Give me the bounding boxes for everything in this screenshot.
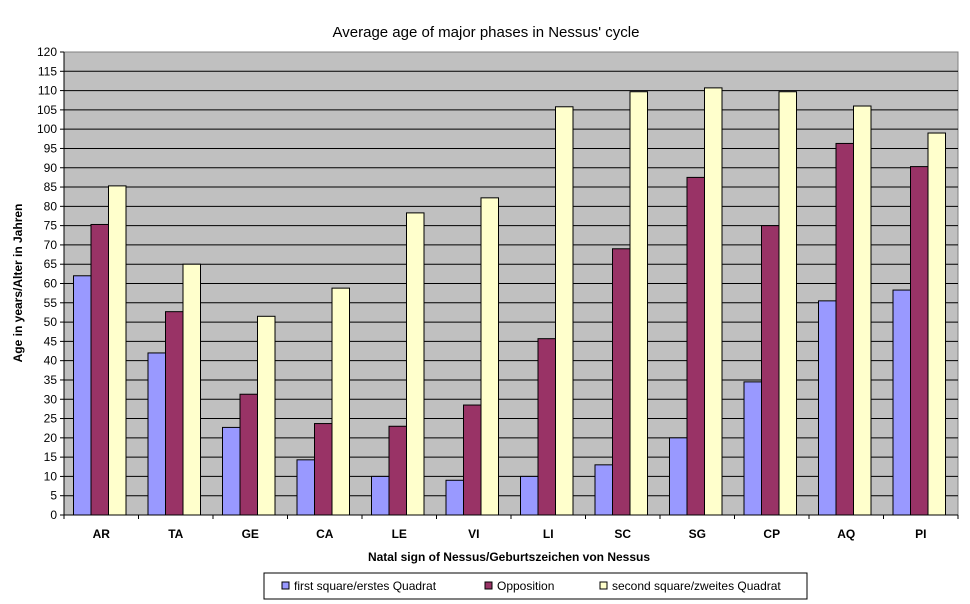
y-tick-label: 40 <box>44 354 58 368</box>
y-tick-label: 95 <box>44 141 58 155</box>
x-tick-label-ar: AR <box>93 527 111 541</box>
bar-ca-series-1 <box>296 459 315 516</box>
bar-ge-series-1 <box>222 426 241 516</box>
y-axis-label: Age in years/Alter in Jahren <box>11 204 25 363</box>
x-axis-ticks: AR TA GE CA LE VI LI SC SG CP AQ PI <box>63 515 959 541</box>
x-tick-label-sg: SG <box>689 527 706 541</box>
y-tick-label: 75 <box>44 219 58 233</box>
bar-le-series-3 <box>406 212 425 516</box>
legend-swatch-3 <box>599 581 608 590</box>
y-tick-label: 115 <box>38 64 57 78</box>
y-tick-label: 120 <box>37 45 57 59</box>
y-tick-label: 50 <box>44 315 58 329</box>
y-tick-label: 80 <box>44 199 58 213</box>
y-tick-label: 65 <box>44 257 58 271</box>
x-axis-label: Natal sign of Nessus/Geburtszeichen von … <box>368 550 650 564</box>
y-tick-label: 35 <box>44 373 58 387</box>
bar-pi-series-3 <box>927 132 946 516</box>
y-tick-label: 100 <box>37 122 57 136</box>
legend-label-2: Opposition <box>497 579 554 593</box>
bar-vi-series-2 <box>463 404 482 516</box>
bar-sc-series-3 <box>629 91 648 516</box>
y-tick-label: 105 <box>37 103 57 117</box>
bar-sg-series-2 <box>686 176 705 516</box>
y-tick-label: 60 <box>44 277 58 291</box>
y-tick-label: 90 <box>44 161 58 175</box>
chart-title: Average age of major phases in Nessus' c… <box>333 24 640 41</box>
bar-sg-series-3 <box>704 87 723 516</box>
bar-ar-series-1 <box>73 275 92 516</box>
legend-box <box>263 572 808 600</box>
bar-li-series-3 <box>555 106 574 516</box>
bar-aq-series-3 <box>853 105 872 516</box>
bar-ta-series-3 <box>182 263 201 516</box>
legend-label-1: first square/erstes Quadrat <box>294 579 437 593</box>
bar-pi-series-1 <box>892 289 911 516</box>
x-tick-label-aq: AQ <box>837 527 855 541</box>
bar-ge-series-3 <box>257 315 276 516</box>
x-tick-label-li: LI <box>543 527 554 541</box>
bar-ta-series-2 <box>165 311 184 516</box>
y-tick-label: 0 <box>50 508 57 522</box>
bar-ta-series-1 <box>147 352 166 516</box>
bar-li-series-1 <box>520 475 539 516</box>
x-tick-label-vi: VI <box>468 527 479 541</box>
legend-swatch-2 <box>484 581 493 590</box>
bar-li-series-2 <box>537 338 556 516</box>
x-tick-label-pi: PI <box>915 527 926 541</box>
bar-cp-series-3 <box>778 91 797 516</box>
y-axis-ticks: 0 5 10 15 20 25 30 35 40 45 50 55 60 65 70 75 80 85 90 95 10… <box>37 45 958 522</box>
bar-ca-series-3 <box>331 287 350 516</box>
bar-ca-series-2 <box>314 423 333 516</box>
y-tick-label: 20 <box>44 431 58 445</box>
bar-ar-series-3 <box>108 185 127 516</box>
y-tick-label: 45 <box>44 334 58 348</box>
x-tick-label-sc: SC <box>614 527 631 541</box>
legend-swatch-1 <box>281 581 290 590</box>
x-tick-label-ge: GE <box>242 527 259 541</box>
bar-le-series-1 <box>371 475 390 516</box>
x-tick-label-cp: CP <box>763 527 780 541</box>
bar-aq-series-2 <box>835 142 854 516</box>
y-tick-label: 110 <box>38 84 57 98</box>
bar-vi-series-3 <box>480 197 499 516</box>
bar-le-series-2 <box>388 425 407 516</box>
y-tick-label: 15 <box>44 450 58 464</box>
y-tick-label: 70 <box>44 238 58 252</box>
bar-ar-series-2 <box>90 223 109 516</box>
y-tick-label: 30 <box>44 392 58 406</box>
y-tick-label: 55 <box>44 296 58 310</box>
bar-cp-series-1 <box>743 381 762 516</box>
bar-ge-series-2 <box>239 393 258 516</box>
bar-vi-series-1 <box>445 479 464 516</box>
y-tick-label: 5 <box>50 489 57 503</box>
x-tick-label-le: LE <box>392 527 407 541</box>
bar-cp-series-2 <box>761 225 780 516</box>
x-tick-label-ta: TA <box>168 527 183 541</box>
bar-pi-series-2 <box>910 166 929 516</box>
bar-sg-series-1 <box>669 437 688 516</box>
bar-aq-series-1 <box>818 300 837 516</box>
legend: first square/erstes Quadrat Opposition sec… <box>263 572 808 600</box>
bar-sc-series-2 <box>612 248 631 516</box>
y-tick-label: 85 <box>44 180 58 194</box>
gridlines <box>64 70 958 497</box>
y-tick-label: 25 <box>44 412 58 426</box>
y-tick-label: 10 <box>44 469 58 483</box>
x-tick-label-ca: CA <box>316 527 334 541</box>
bar-sc-series-1 <box>594 464 613 516</box>
legend-label-3: second square/zweites Quadrat <box>612 579 781 593</box>
